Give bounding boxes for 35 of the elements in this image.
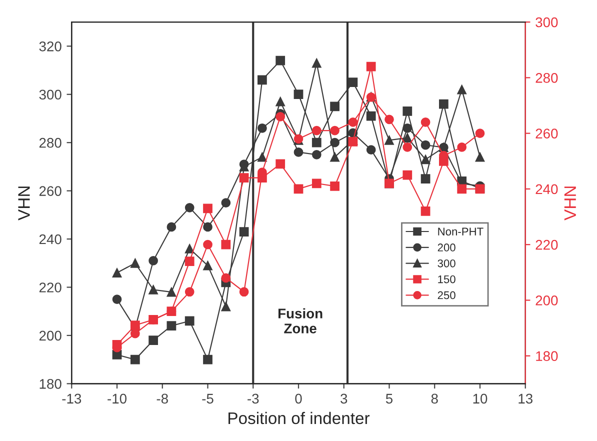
annotation: Fusion Zone [278, 308, 322, 334]
y2-tick-label: 260 [536, 128, 558, 138]
y-tick-label: 260 [39, 186, 62, 196]
legend-label: 200 [438, 244, 456, 252]
x-tick-label: 3 [340, 394, 348, 404]
legend-label: 250 [438, 291, 456, 300]
y2-axis-title: VHN [564, 186, 576, 220]
y-tick-label: 280 [39, 138, 62, 148]
y-axis-title: VHN [18, 186, 30, 220]
legend-label: 150 [438, 275, 456, 284]
x-tick-label: 0 [295, 394, 302, 404]
x-tick-label: -5 [202, 394, 214, 404]
x-axis-title: Position of indenter [228, 412, 370, 424]
x-tick-label: 8 [431, 394, 438, 404]
x-tick-label: 5 [386, 394, 393, 404]
x-tick-label: -3 [248, 394, 259, 404]
y-tick-label: 300 [39, 90, 62, 100]
x-tick-label: -8 [156, 394, 168, 404]
legend-label: Non-PHT [438, 228, 484, 236]
x-tick-label: 13 [518, 394, 532, 404]
y-tick-label: 180 [40, 379, 62, 389]
y2-tick-label: 280 [536, 73, 558, 83]
y2-tick-label: 300 [536, 17, 558, 28]
y2-tick-label: 180 [536, 351, 558, 362]
y-tick-label: 200 [39, 330, 62, 341]
y-tick-label: 240 [39, 234, 62, 244]
x-tick-label: 10 [473, 394, 488, 404]
x-tick-label: -13 [62, 394, 82, 404]
y-tick-label: 320 [39, 41, 62, 52]
y2-tick-label: 240 [536, 184, 558, 194]
legend-label: 300 [438, 259, 456, 268]
y2-tick-label: 220 [536, 240, 558, 250]
x-tick-label: -10 [108, 394, 127, 404]
y-tick-label: 220 [39, 282, 62, 292]
y2-tick-label: 200 [536, 296, 558, 306]
